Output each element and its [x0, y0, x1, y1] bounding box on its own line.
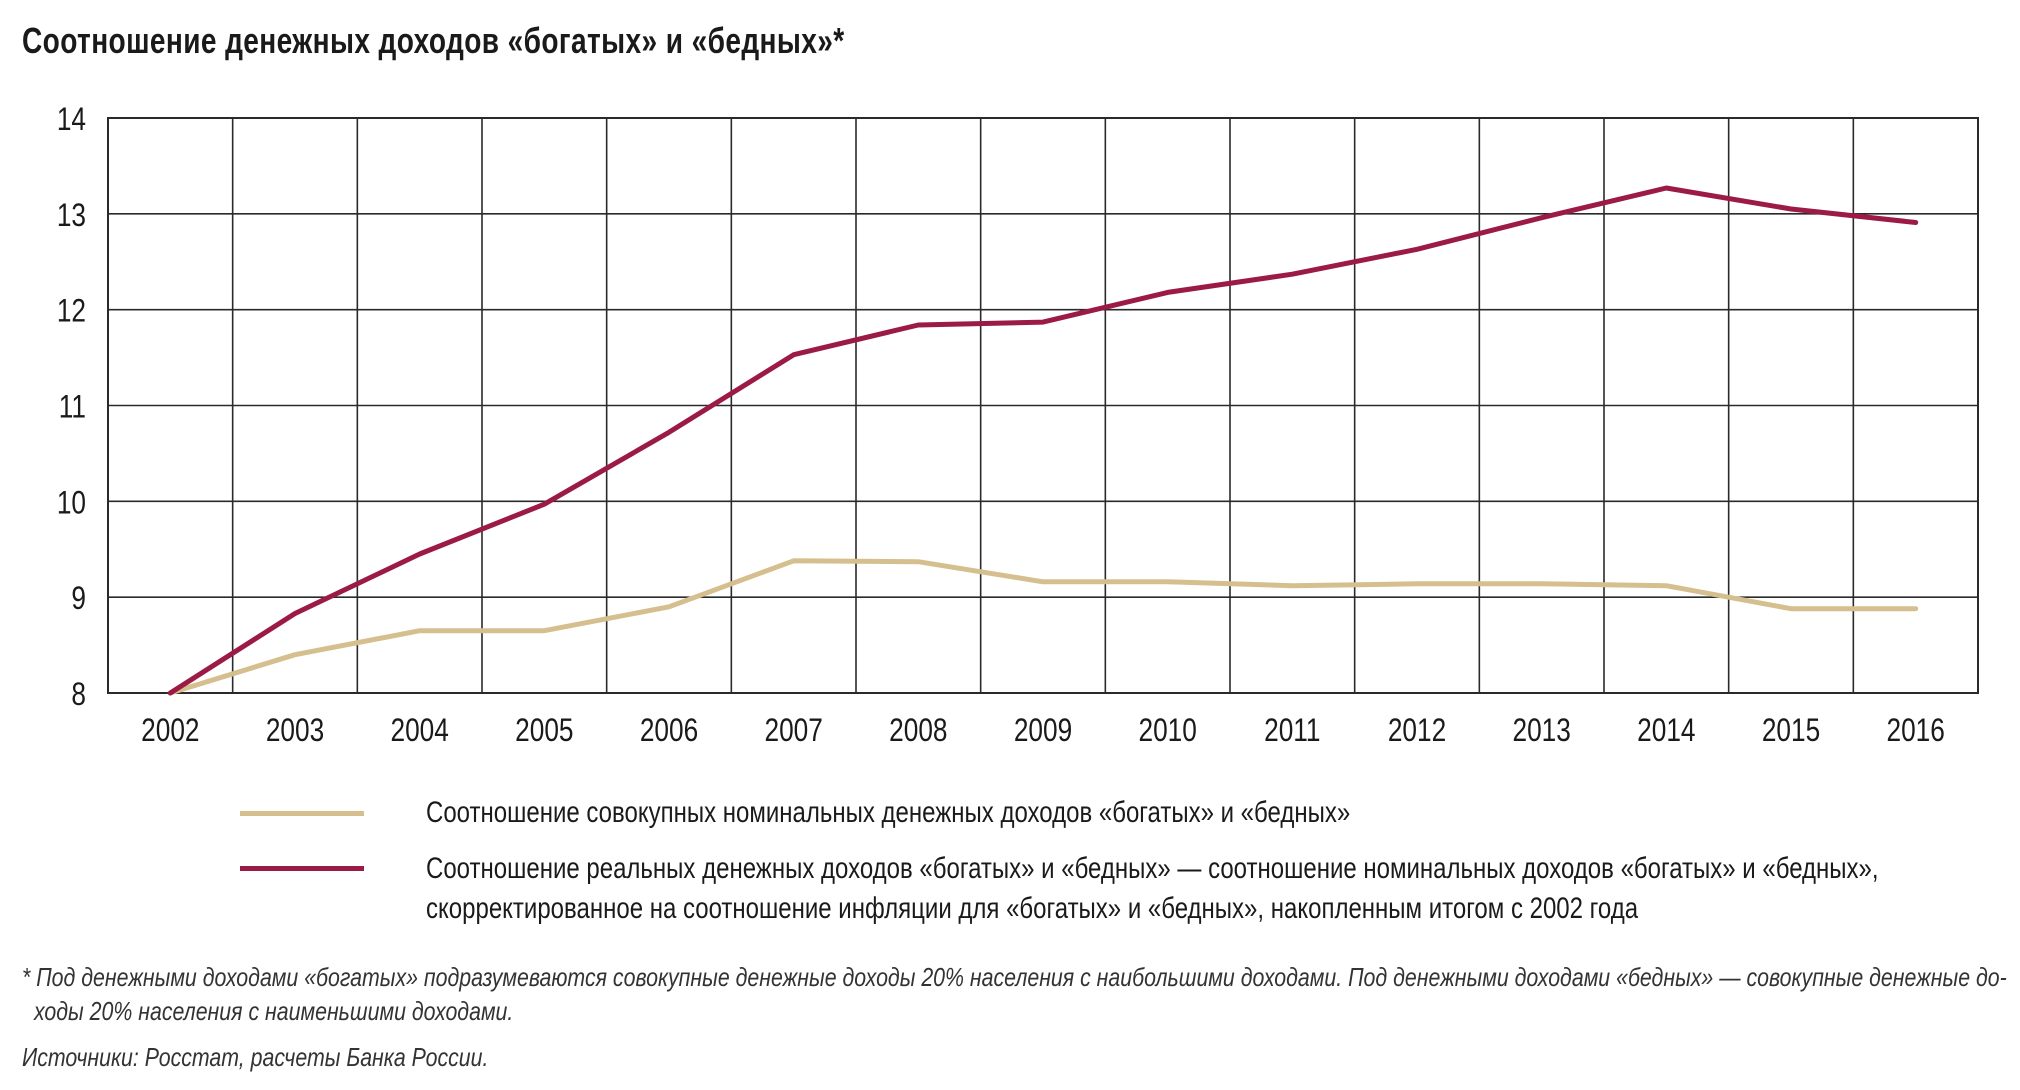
- x-tick-label: 2011: [1264, 714, 1320, 749]
- x-tick-label: 2015: [1762, 714, 1820, 749]
- series-line-real: [167, 185, 1919, 696]
- series-line-nominal: [167, 558, 1919, 696]
- chart-title: Соотношение денежных доходов «богатых» и…: [22, 20, 845, 61]
- x-tick-label: 2006: [640, 714, 698, 749]
- legend-swatch-nominal: [240, 811, 364, 816]
- legend-swatch-real: [240, 866, 364, 871]
- legend-label-real-line2: скорректированное на соотношение инфляци…: [426, 892, 1639, 925]
- x-tick-label: 2003: [266, 714, 324, 749]
- y-tick-label: 10: [57, 486, 86, 521]
- x-tick-label: 2004: [390, 714, 448, 749]
- line-chart: 8 9 10 11 12 13 14 2002 2003 2004 2005 2006 2007 2008…: [57, 103, 1979, 749]
- x-tick-label: 2016: [1886, 714, 1944, 749]
- x-tick-label: 2005: [515, 714, 573, 749]
- footnote-line-2: ходы 20% населения с наименьшими доходам…: [34, 996, 514, 1026]
- x-tick-label: 2013: [1512, 714, 1570, 749]
- x-tick-label: 2008: [889, 714, 947, 749]
- y-tick-label: 11: [59, 390, 86, 425]
- y-tick-label: 8: [71, 678, 86, 713]
- sources-note: Источники: Росстат, расчеты Банка России…: [22, 1042, 489, 1072]
- x-tick-label: 2010: [1138, 714, 1196, 749]
- y-tick-label: 14: [57, 103, 86, 138]
- x-tick-label: 2007: [764, 714, 822, 749]
- x-tick-label: 2014: [1637, 714, 1695, 749]
- legend-label-real-line1: Соотношение реальных денежных доходов «б…: [426, 852, 1879, 885]
- x-tick-label: 2002: [141, 714, 199, 749]
- legend-label-nominal: Соотношение совокупных номинальных денеж…: [426, 796, 1351, 829]
- y-tick-label: 9: [71, 582, 86, 617]
- footnote-line-1: * Под денежными доходами «богатых» подра…: [22, 962, 2007, 992]
- x-tick-label: 2012: [1388, 714, 1446, 749]
- y-tick-label: 12: [57, 294, 86, 329]
- y-tick-label: 13: [57, 198, 86, 233]
- x-tick-label: 2009: [1014, 714, 1072, 749]
